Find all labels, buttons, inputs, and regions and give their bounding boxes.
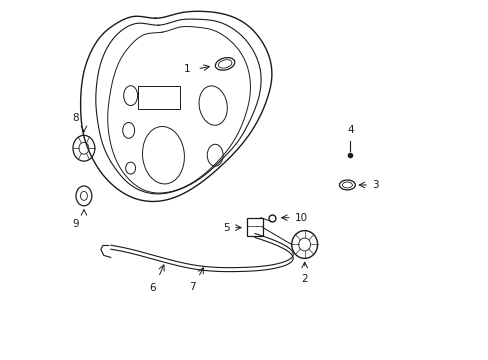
Text: 8: 8 [73,113,79,123]
Bar [246,218,263,235]
Text: 5: 5 [223,222,230,233]
Text: 3: 3 [371,180,378,190]
Text: 9: 9 [73,219,79,229]
Text: 6: 6 [149,283,156,293]
Text: 7: 7 [188,282,195,292]
Text: 10: 10 [294,213,307,223]
Text: 4: 4 [346,125,353,135]
Text: 1: 1 [183,64,190,74]
Text: 2: 2 [301,274,307,284]
